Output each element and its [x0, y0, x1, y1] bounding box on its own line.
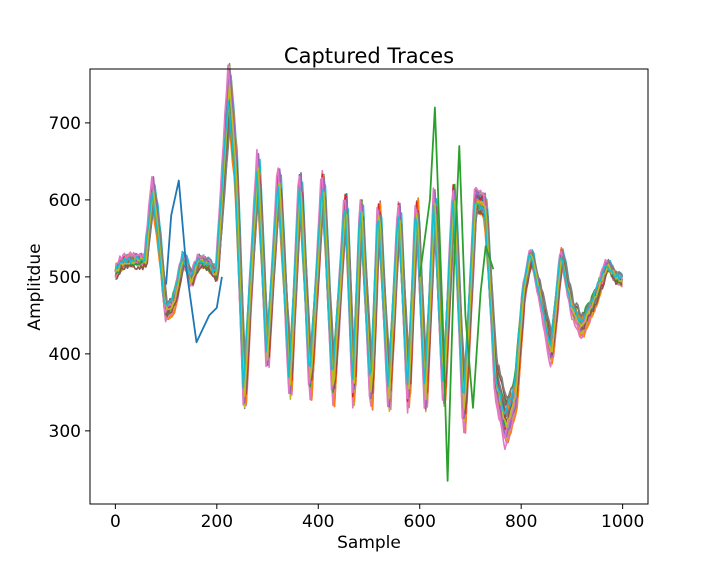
y-axis-ticks: 300 400 500 600 700 — [49, 114, 90, 442]
x-tick-label: 200 — [201, 512, 233, 532]
x-tick-label: 800 — [505, 512, 537, 532]
outlier-trace-line — [418, 106, 495, 482]
y-tick-label: 700 — [49, 114, 81, 134]
x-tick-label: 400 — [302, 512, 334, 532]
y-tick-label: 600 — [49, 191, 81, 211]
y-axis-label: Amplitdue — [25, 243, 45, 330]
y-tick-label: 400 — [49, 345, 81, 365]
x-tick-label: 0 — [110, 512, 121, 532]
plot-area-frame — [89, 68, 649, 505]
y-tick-label: 300 — [49, 422, 81, 442]
x-tick-label: 1000 — [601, 512, 644, 532]
y-tick-label: 500 — [49, 268, 81, 288]
x-axis-label: Sample — [337, 533, 401, 553]
trace-layer — [114, 62, 623, 482]
trace-line — [114, 64, 623, 440]
outlier-trace-line — [165, 179, 223, 344]
trace-line — [114, 99, 623, 415]
x-tick-label: 600 — [404, 512, 436, 532]
chart-title: Captured Traces — [284, 44, 454, 68]
x-axis-ticks: 0 200 400 600 800 1000 — [110, 504, 644, 532]
